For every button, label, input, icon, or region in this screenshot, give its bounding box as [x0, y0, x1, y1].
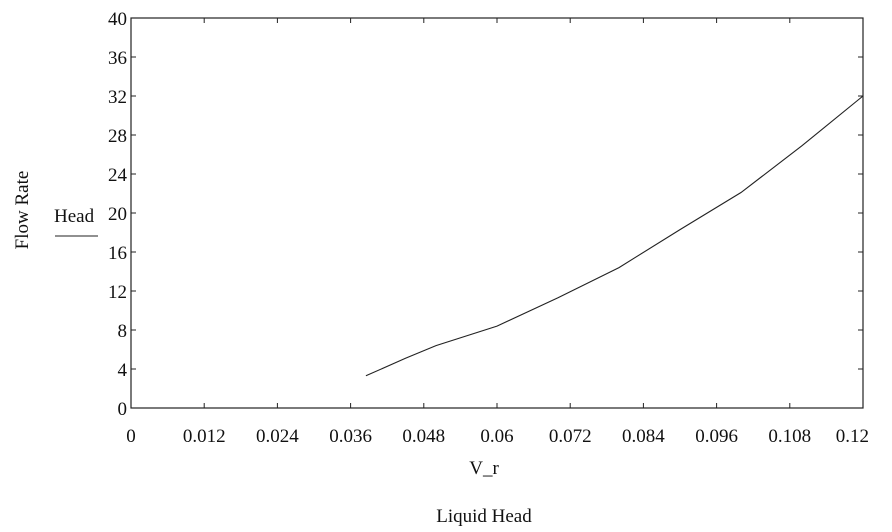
- x-tick-label: 0.108: [768, 426, 811, 447]
- y-tick-label: 28: [108, 126, 127, 147]
- y-tick-label: 32: [108, 87, 127, 108]
- y-tick-label: 0: [118, 399, 128, 420]
- series-group: [365, 95, 864, 377]
- x-tick-label: 0.048: [402, 426, 445, 447]
- x-tick-label: 0.096: [695, 426, 738, 447]
- legend-entry-head: Head: [54, 206, 95, 227]
- y-tick-label: 20: [108, 204, 127, 225]
- y-tick-label: 12: [108, 282, 127, 303]
- x-tick-label: 0.072: [549, 426, 592, 447]
- y-ticks: 0 4 8 12 16 20 24 28 32 36 40: [108, 9, 863, 420]
- series-line-head: [365, 95, 864, 377]
- x-tick-label: 0.036: [329, 426, 372, 447]
- x-tick-label: 0.12: [836, 426, 869, 447]
- x-axis-label: V_r: [469, 458, 499, 479]
- y-tick-label: 8: [118, 321, 128, 342]
- y-axis-label: Flow Rate: [12, 171, 33, 250]
- y-tick-label: 36: [108, 48, 127, 69]
- y-tick-label: 40: [108, 9, 127, 30]
- x-tick-label: 0.084: [622, 426, 665, 447]
- chart-caption: Liquid Head: [436, 506, 532, 527]
- x-tick-label: 0.012: [183, 426, 226, 447]
- y-tick-label: 16: [108, 243, 127, 264]
- x-tick-label: 0.06: [480, 426, 513, 447]
- x-tick-label: 0.024: [256, 426, 299, 447]
- plot-frame: [130, 17, 864, 409]
- x-ticks: 0 0.012 0.024 0.036 0.048 0.06 0.072 0.084 0.096…: [126, 18, 869, 447]
- x-tick-label: 0: [126, 426, 136, 447]
- y-tick-label: 24: [108, 165, 128, 186]
- y-tick-label: 4: [118, 360, 128, 381]
